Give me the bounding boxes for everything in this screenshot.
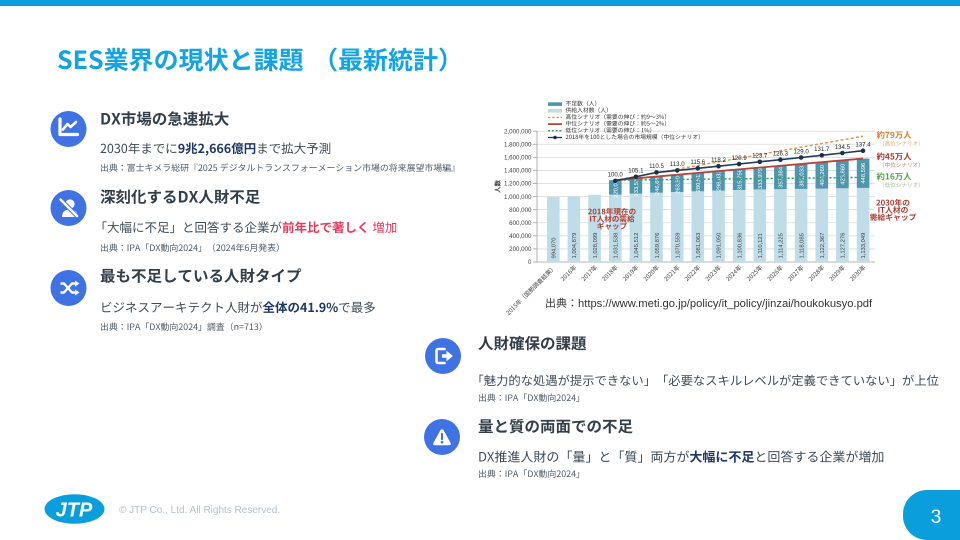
svg-text:https://www.meti.go.jp/policy/: https://www.meti.go.jp/policy/it_policy/… bbox=[578, 298, 873, 310]
svg-text:1,122,367: 1,122,367 bbox=[820, 233, 826, 259]
svg-text:448,596: 448,596 bbox=[861, 163, 867, 184]
svg-text:1,110,121: 1,110,121 bbox=[758, 233, 764, 258]
svg-text:404,260: 404,260 bbox=[820, 165, 826, 186]
svg-text:246,680: 246,680 bbox=[655, 174, 661, 195]
svg-text:137.4: 137.4 bbox=[855, 142, 871, 149]
svg-text:1,800,000: 1,800,000 bbox=[504, 142, 532, 149]
svg-text:280,511: 280,511 bbox=[696, 172, 702, 193]
svg-text:1,028,099: 1,028,099 bbox=[593, 233, 599, 259]
svg-text:1,118,085: 1,118,085 bbox=[799, 233, 805, 258]
svg-text:800,000: 800,000 bbox=[509, 207, 532, 214]
svg-text:115.6: 115.6 bbox=[690, 159, 705, 166]
svg-text:600,000: 600,000 bbox=[509, 220, 532, 227]
svg-text:131.7: 131.7 bbox=[814, 146, 830, 153]
svg-text:100.0: 100.0 bbox=[608, 172, 624, 179]
svg-text:118.2: 118.2 bbox=[711, 157, 726, 164]
svg-text:123.7: 123.7 bbox=[752, 153, 768, 160]
svg-text:1,004,879: 1,004,879 bbox=[572, 233, 578, 259]
svg-text:1,114,225: 1,114,225 bbox=[779, 233, 785, 258]
svg-text:1,045,512: 1,045,512 bbox=[634, 233, 640, 259]
svg-text:220,000: 220,000 bbox=[614, 177, 620, 198]
svg-text:333,979: 333,979 bbox=[758, 168, 764, 189]
svg-text:426,860: 426,860 bbox=[841, 164, 847, 185]
svg-text:110.5: 110.5 bbox=[649, 163, 664, 170]
svg-text:400,000: 400,000 bbox=[509, 233, 532, 240]
svg-text:263,506: 263,506 bbox=[675, 173, 681, 194]
svg-text:105.1: 105.1 bbox=[628, 168, 644, 175]
svg-text:1,059,876: 1,059,876 bbox=[655, 233, 661, 259]
svg-text:1,600,000: 1,600,000 bbox=[504, 155, 532, 162]
svg-text:1,133,049: 1,133,049 bbox=[861, 233, 867, 259]
svg-text:1,081,063: 1,081,063 bbox=[696, 233, 702, 259]
svg-text:315,756: 315,756 bbox=[737, 169, 743, 190]
svg-text:1,200,000: 1,200,000 bbox=[504, 181, 532, 188]
svg-text:298,033: 298,033 bbox=[717, 170, 723, 191]
svg-text:1,127,276: 1,127,276 bbox=[841, 233, 847, 259]
svg-text:1,070,559: 1,070,559 bbox=[675, 233, 681, 259]
svg-text:1,031,538: 1,031,538 bbox=[614, 233, 620, 259]
svg-text:2,000,000: 2,000,000 bbox=[504, 128, 532, 135]
svg-text:1,400,000: 1,400,000 bbox=[504, 168, 532, 175]
svg-text:134.5: 134.5 bbox=[835, 144, 851, 151]
svg-text:233,535: 233,535 bbox=[634, 176, 640, 197]
svg-text:3: 3 bbox=[931, 507, 942, 528]
svg-text:129.0: 129.0 bbox=[793, 148, 809, 155]
svg-text:994,070: 994,070 bbox=[552, 238, 558, 259]
svg-text:357,384: 357,384 bbox=[779, 166, 785, 188]
svg-text:1,100,836: 1,100,836 bbox=[737, 233, 743, 259]
svg-text:1,000,000: 1,000,000 bbox=[504, 194, 532, 201]
svg-text:381,033: 381,033 bbox=[799, 166, 805, 187]
svg-text:JTP: JTP bbox=[56, 500, 93, 522]
svg-text:© JTP Co., Ltd. All Rights Res: © JTP Co., Ltd. All Rights Reserved. bbox=[119, 505, 280, 516]
svg-text:1,091,050: 1,091,050 bbox=[717, 233, 723, 259]
svg-text:120.9: 120.9 bbox=[731, 155, 747, 162]
svg-text:126.3: 126.3 bbox=[773, 151, 789, 158]
svg-text:113.0: 113.0 bbox=[670, 161, 685, 168]
svg-text:200,000: 200,000 bbox=[509, 246, 532, 253]
svg-text:0: 0 bbox=[528, 259, 532, 266]
